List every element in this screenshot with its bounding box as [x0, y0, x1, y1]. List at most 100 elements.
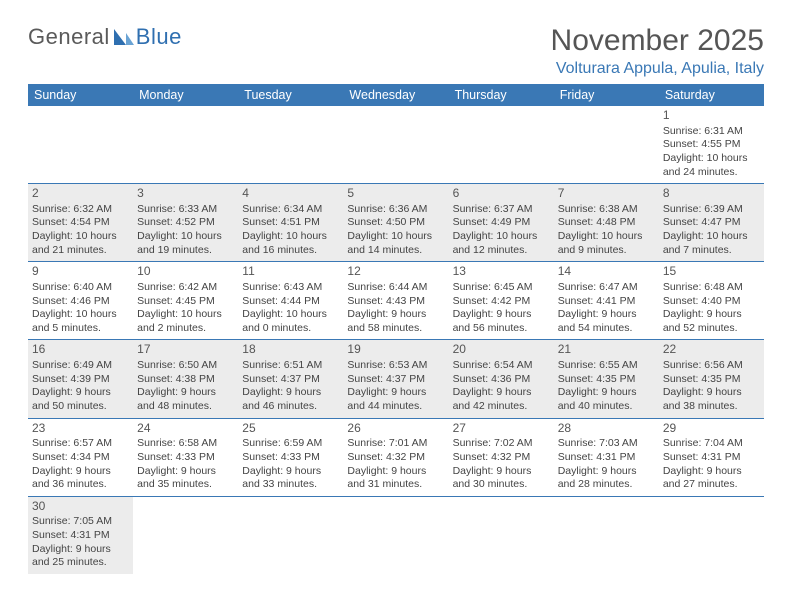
empty-cell — [554, 106, 659, 184]
daylight-text: Daylight: 9 hours and 42 minutes. — [453, 386, 550, 413]
sunset-text: Sunset: 4:36 PM — [453, 373, 550, 387]
sunrise-text: Sunrise: 7:05 AM — [32, 515, 129, 529]
sunset-text: Sunset: 4:32 PM — [453, 451, 550, 465]
week-row: 23Sunrise: 6:57 AMSunset: 4:34 PMDayligh… — [28, 418, 764, 496]
sunrise-text: Sunrise: 6:45 AM — [453, 281, 550, 295]
sunset-text: Sunset: 4:33 PM — [137, 451, 234, 465]
day-cell: 30Sunrise: 7:05 AMSunset: 4:31 PMDayligh… — [28, 496, 133, 574]
day-number: 20 — [453, 342, 550, 358]
daylight-text: Daylight: 10 hours and 14 minutes. — [347, 230, 444, 257]
sunset-text: Sunset: 4:55 PM — [663, 138, 760, 152]
empty-cell — [449, 496, 554, 574]
sunset-text: Sunset: 4:43 PM — [347, 295, 444, 309]
sunrise-text: Sunrise: 6:37 AM — [453, 203, 550, 217]
empty-cell — [238, 106, 343, 184]
day-cell: 11Sunrise: 6:43 AMSunset: 4:44 PMDayligh… — [238, 262, 343, 340]
sunset-text: Sunset: 4:42 PM — [453, 295, 550, 309]
sunrise-text: Sunrise: 6:53 AM — [347, 359, 444, 373]
daylight-text: Daylight: 9 hours and 25 minutes. — [32, 543, 129, 570]
sunset-text: Sunset: 4:54 PM — [32, 216, 129, 230]
empty-cell — [133, 496, 238, 574]
day-number: 26 — [347, 421, 444, 437]
sunrise-text: Sunrise: 6:51 AM — [242, 359, 339, 373]
day-cell: 24Sunrise: 6:58 AMSunset: 4:33 PMDayligh… — [133, 418, 238, 496]
day-cell: 23Sunrise: 6:57 AMSunset: 4:34 PMDayligh… — [28, 418, 133, 496]
logo-text-2: Blue — [136, 24, 182, 50]
day-number: 16 — [32, 342, 129, 358]
day-cell: 3Sunrise: 6:33 AMSunset: 4:52 PMDaylight… — [133, 184, 238, 262]
sunset-text: Sunset: 4:37 PM — [347, 373, 444, 387]
day-cell: 7Sunrise: 6:38 AMSunset: 4:48 PMDaylight… — [554, 184, 659, 262]
daylight-text: Daylight: 9 hours and 38 minutes. — [663, 386, 760, 413]
day-header: Thursday — [449, 84, 554, 106]
sunset-text: Sunset: 4:33 PM — [242, 451, 339, 465]
sunrise-text: Sunrise: 6:50 AM — [137, 359, 234, 373]
sunrise-text: Sunrise: 6:38 AM — [558, 203, 655, 217]
day-number: 9 — [32, 264, 129, 280]
sunrise-text: Sunrise: 6:49 AM — [32, 359, 129, 373]
day-cell: 5Sunrise: 6:36 AMSunset: 4:50 PMDaylight… — [343, 184, 448, 262]
logo-text-1: General — [28, 24, 110, 50]
logo-sail-icon — [112, 27, 134, 47]
day-cell: 28Sunrise: 7:03 AMSunset: 4:31 PMDayligh… — [554, 418, 659, 496]
day-number: 23 — [32, 421, 129, 437]
day-number: 5 — [347, 186, 444, 202]
day-cell: 18Sunrise: 6:51 AMSunset: 4:37 PMDayligh… — [238, 340, 343, 418]
daylight-text: Daylight: 10 hours and 24 minutes. — [663, 152, 760, 179]
week-row: 16Sunrise: 6:49 AMSunset: 4:39 PMDayligh… — [28, 340, 764, 418]
daylight-text: Daylight: 10 hours and 5 minutes. — [32, 308, 129, 335]
day-number: 19 — [347, 342, 444, 358]
week-row: 30Sunrise: 7:05 AMSunset: 4:31 PMDayligh… — [28, 496, 764, 574]
day-cell: 19Sunrise: 6:53 AMSunset: 4:37 PMDayligh… — [343, 340, 448, 418]
day-number: 12 — [347, 264, 444, 280]
sunrise-text: Sunrise: 6:58 AM — [137, 437, 234, 451]
day-cell: 2Sunrise: 6:32 AMSunset: 4:54 PMDaylight… — [28, 184, 133, 262]
day-number: 30 — [32, 499, 129, 515]
day-cell: 9Sunrise: 6:40 AMSunset: 4:46 PMDaylight… — [28, 262, 133, 340]
day-number: 22 — [663, 342, 760, 358]
day-cell: 25Sunrise: 6:59 AMSunset: 4:33 PMDayligh… — [238, 418, 343, 496]
daylight-text: Daylight: 9 hours and 46 minutes. — [242, 386, 339, 413]
sunset-text: Sunset: 4:32 PM — [347, 451, 444, 465]
day-number: 15 — [663, 264, 760, 280]
daylight-text: Daylight: 10 hours and 19 minutes. — [137, 230, 234, 257]
daylight-text: Daylight: 9 hours and 54 minutes. — [558, 308, 655, 335]
day-number: 17 — [137, 342, 234, 358]
sunset-text: Sunset: 4:48 PM — [558, 216, 655, 230]
sunset-text: Sunset: 4:31 PM — [558, 451, 655, 465]
day-cell: 20Sunrise: 6:54 AMSunset: 4:36 PMDayligh… — [449, 340, 554, 418]
day-number: 27 — [453, 421, 550, 437]
day-cell: 15Sunrise: 6:48 AMSunset: 4:40 PMDayligh… — [659, 262, 764, 340]
sunrise-text: Sunrise: 6:33 AM — [137, 203, 234, 217]
sunset-text: Sunset: 4:35 PM — [558, 373, 655, 387]
day-number: 21 — [558, 342, 655, 358]
sunrise-text: Sunrise: 6:56 AM — [663, 359, 760, 373]
daylight-text: Daylight: 10 hours and 16 minutes. — [242, 230, 339, 257]
day-header: Friday — [554, 84, 659, 106]
daylight-text: Daylight: 9 hours and 35 minutes. — [137, 465, 234, 492]
header: General Blue November 2025 Volturara App… — [28, 24, 764, 78]
sunrise-text: Sunrise: 6:44 AM — [347, 281, 444, 295]
sunset-text: Sunset: 4:31 PM — [663, 451, 760, 465]
calendar-page: General Blue November 2025 Volturara App… — [0, 0, 792, 598]
daylight-text: Daylight: 9 hours and 48 minutes. — [137, 386, 234, 413]
daylight-text: Daylight: 10 hours and 0 minutes. — [242, 308, 339, 335]
sunset-text: Sunset: 4:35 PM — [663, 373, 760, 387]
sunrise-text: Sunrise: 6:55 AM — [558, 359, 655, 373]
day-number: 14 — [558, 264, 655, 280]
day-header-row: Sunday Monday Tuesday Wednesday Thursday… — [28, 84, 764, 106]
title-block: November 2025 Volturara Appula, Apulia, … — [551, 24, 764, 78]
sunset-text: Sunset: 4:50 PM — [347, 216, 444, 230]
day-number: 6 — [453, 186, 550, 202]
day-header: Tuesday — [238, 84, 343, 106]
day-cell: 29Sunrise: 7:04 AMSunset: 4:31 PMDayligh… — [659, 418, 764, 496]
day-cell: 8Sunrise: 6:39 AMSunset: 4:47 PMDaylight… — [659, 184, 764, 262]
calendar-body: 1Sunrise: 6:31 AMSunset: 4:55 PMDaylight… — [28, 106, 764, 574]
empty-cell — [343, 106, 448, 184]
day-cell: 13Sunrise: 6:45 AMSunset: 4:42 PMDayligh… — [449, 262, 554, 340]
sunrise-text: Sunrise: 6:39 AM — [663, 203, 760, 217]
day-cell: 27Sunrise: 7:02 AMSunset: 4:32 PMDayligh… — [449, 418, 554, 496]
day-number: 18 — [242, 342, 339, 358]
day-cell: 26Sunrise: 7:01 AMSunset: 4:32 PMDayligh… — [343, 418, 448, 496]
day-cell: 6Sunrise: 6:37 AMSunset: 4:49 PMDaylight… — [449, 184, 554, 262]
